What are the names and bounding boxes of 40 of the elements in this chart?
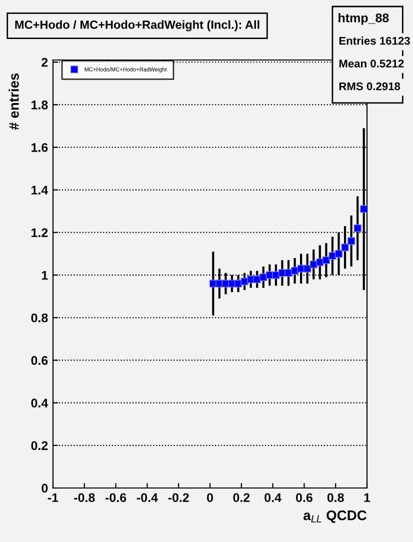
point [284, 269, 292, 277]
annotation: Mean 0.5212 [339, 60, 404, 68]
x-tick-label: -0.6 [106, 493, 126, 502]
y-tick-label: 0.2 [31, 441, 48, 450]
x-tick-label: 0.8 [327, 493, 344, 502]
x-tick-label: 0.2 [233, 493, 250, 502]
x-tick-label: -0.4 [136, 493, 158, 502]
point [328, 252, 336, 260]
point [304, 264, 312, 272]
annotation: RMS 0.2918 [339, 82, 400, 90]
text: Entries 16123 [339, 36, 410, 45]
x-axis-title: a$_{LL}$ QCDC [304, 510, 367, 523]
y-tick-label: 1.6 [32, 143, 48, 152]
y-tick-label: 0.6 [31, 356, 48, 365]
y-tick-label: 0.8 [31, 313, 48, 322]
y-tick-label: 0.4 [31, 398, 48, 408]
x-tick-label: 0.4 [264, 493, 282, 502]
y-tick-label: 1.2 [32, 228, 48, 238]
y-tick-label: 2 [42, 58, 48, 67]
text: htmp_88 [338, 13, 389, 25]
point [240, 278, 248, 286]
chart-title: MC+Hodo / MC+Hodo+RadWeight (Incl.): All [15, 20, 260, 32]
point [272, 271, 280, 279]
point [347, 237, 356, 245]
y-tick-label: 0 [42, 484, 48, 493]
y-axis-title: # entries [8, 73, 19, 130]
x-tick-label: 0 [207, 493, 213, 502]
y-tick-label: 1 [42, 270, 48, 280]
x-tick-label: 1 [364, 493, 370, 502]
point [322, 256, 330, 264]
y-tick-label: 1.8 [32, 100, 48, 110]
x-tick-label: -0.2 [168, 493, 189, 502]
y-tick-label: 1.4 [32, 186, 48, 194]
point [334, 250, 343, 258]
point [341, 244, 349, 252]
point [360, 205, 367, 213]
x-tick-label: -1 [48, 493, 58, 502]
x-tick-label: -0.8 [74, 493, 95, 502]
x-tick-label: 0.6 [296, 493, 312, 502]
point [354, 224, 362, 232]
